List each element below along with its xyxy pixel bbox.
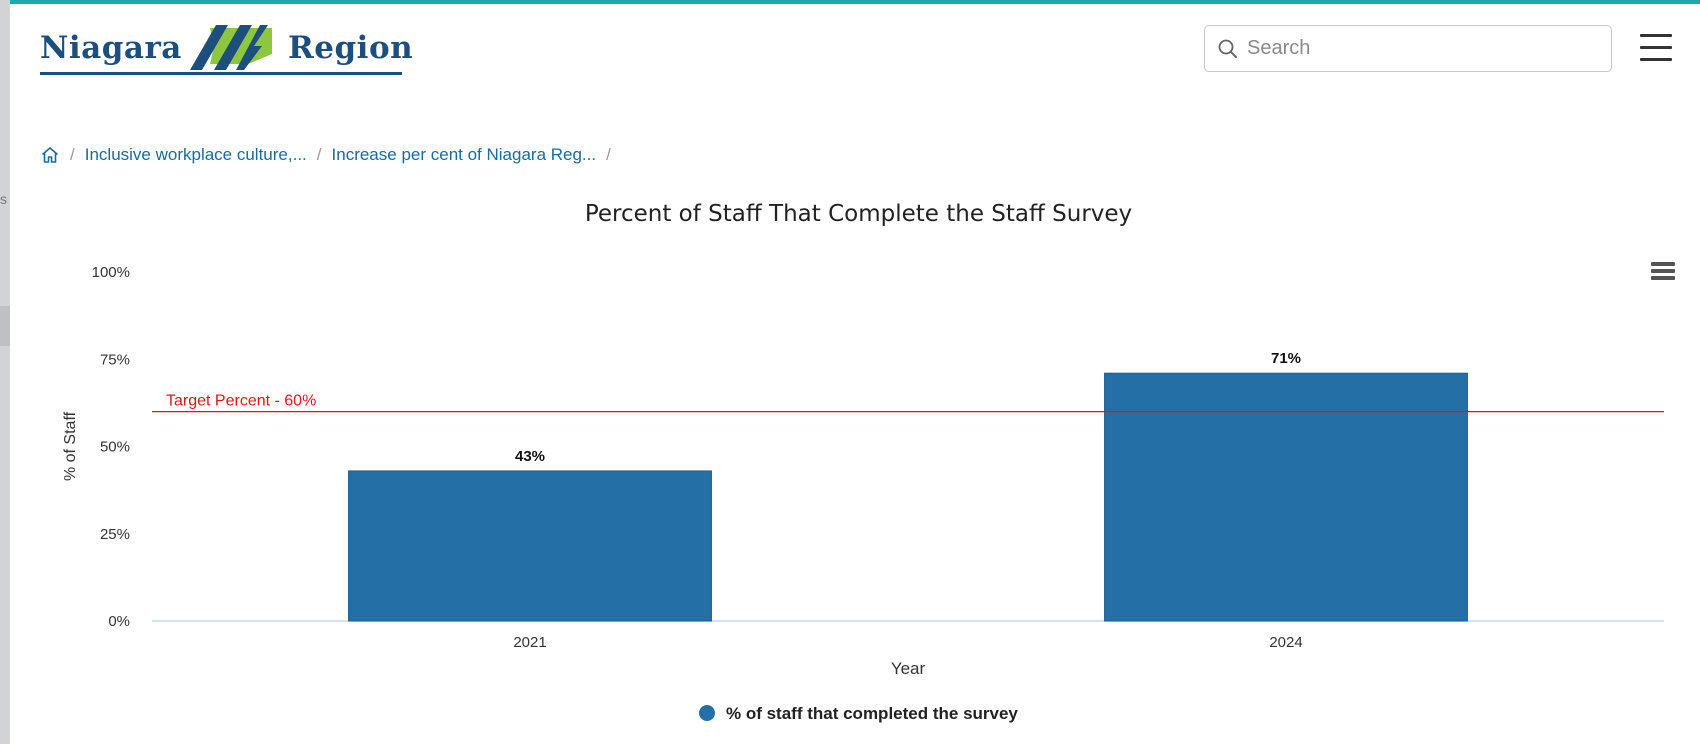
breadcrumb-link-inclusive-workplace[interactable]: Inclusive workplace culture,... bbox=[84, 145, 307, 164]
niagara-region-logo[interactable]: Niagara Region bbox=[40, 22, 413, 76]
bar-2024 bbox=[1104, 372, 1468, 622]
hamburger-menu-icon-line bbox=[1640, 34, 1672, 37]
top-accent-bar bbox=[10, 0, 1700, 4]
hamburger-menu-button[interactable] bbox=[1640, 34, 1672, 64]
hamburger-menu-icon-line bbox=[1640, 58, 1672, 61]
legend-label: % of staff that completed the survey bbox=[726, 704, 1018, 723]
left-edge-notch bbox=[0, 306, 10, 346]
y-tick-label: 75% bbox=[100, 351, 130, 368]
legend-marker-icon bbox=[699, 705, 715, 721]
export-menu-icon-line bbox=[1651, 276, 1675, 280]
data-label-2024: 71% bbox=[1271, 350, 1301, 367]
target-line-label: Target Percent - 60% bbox=[166, 393, 316, 410]
chart-title: Percent of Staff That Complete the Staff… bbox=[584, 201, 1133, 227]
hamburger-menu-icon-line bbox=[1640, 46, 1672, 49]
bar-2021 bbox=[348, 470, 712, 622]
breadcrumb-home-link[interactable] bbox=[40, 145, 60, 165]
x-axis-title: Year bbox=[891, 659, 926, 678]
logo-word-region: Region bbox=[288, 30, 414, 66]
data-label-2021: 43% bbox=[515, 448, 545, 465]
export-menu-icon-line bbox=[1651, 262, 1675, 266]
left-edge-panel: s bbox=[0, 0, 10, 744]
breadcrumb-separator: / bbox=[70, 145, 75, 164]
logo-word-niagara: Niagara bbox=[40, 30, 182, 66]
search-input[interactable] bbox=[1247, 37, 1607, 60]
y-axis-title: % of Staff bbox=[62, 411, 79, 481]
search-icon bbox=[1218, 39, 1237, 58]
logo-underline bbox=[40, 72, 402, 75]
search-box[interactable] bbox=[1204, 25, 1612, 72]
home-icon bbox=[41, 147, 59, 163]
breadcrumb-separator: / bbox=[606, 145, 611, 164]
left-edge-text-fragment: s bbox=[0, 191, 7, 207]
x-tick-label-2021: 2021 bbox=[513, 634, 546, 651]
logo-mark-icon bbox=[190, 25, 272, 70]
y-tick-label: 0% bbox=[108, 613, 130, 630]
breadcrumb-separator: / bbox=[316, 145, 322, 164]
breadcrumb-link-increase-per-cent[interactable]: Increase per cent of Niagara Reg... bbox=[331, 145, 597, 164]
breadcrumb: / Inclusive workplace culture,... / Incr… bbox=[40, 145, 621, 165]
x-tick-label-2024: 2024 bbox=[1269, 634, 1302, 651]
legend-item[interactable]: % of staff that completed the survey bbox=[699, 704, 1018, 723]
chart-export-menu-button[interactable] bbox=[1651, 262, 1675, 284]
y-tick-label: 100% bbox=[92, 264, 130, 281]
y-tick-label: 25% bbox=[100, 526, 130, 543]
y-tick-label: 50% bbox=[100, 439, 130, 456]
export-menu-icon-line bbox=[1651, 269, 1675, 273]
